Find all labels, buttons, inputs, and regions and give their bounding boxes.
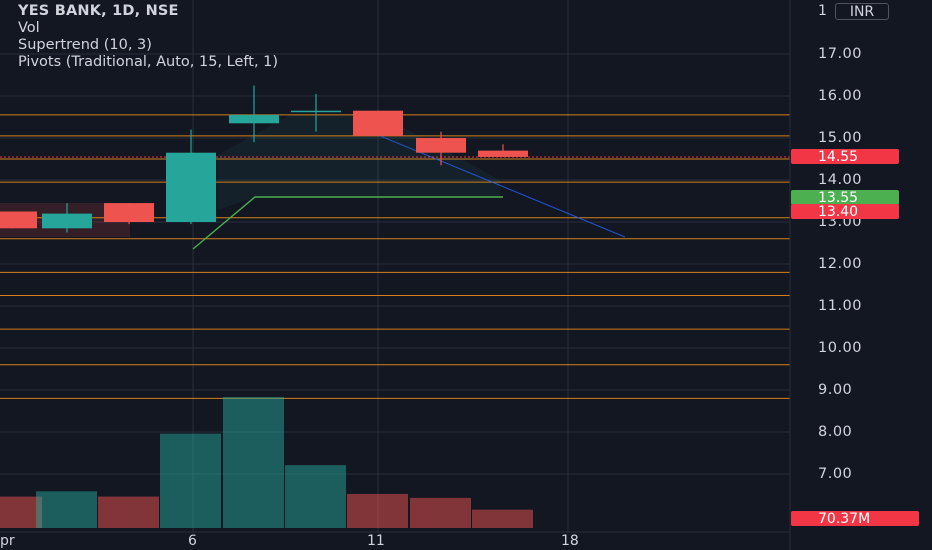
volume-bar <box>472 509 533 528</box>
price-tick: 12.00 <box>818 256 862 272</box>
symbol-title[interactable]: YES BANK, 1D, NSE <box>18 3 179 19</box>
supertrend-line <box>192 196 503 250</box>
legend-pivots[interactable]: Pivots (Traditional, Auto, 15, Left, 1) <box>18 54 279 70</box>
volume-bar <box>160 433 221 528</box>
volume-bar <box>223 397 284 528</box>
price-tick: 11.00 <box>818 298 862 314</box>
time-scale[interactable]: pr 6 11 18 <box>0 533 579 549</box>
date-label: pr <box>0 533 15 549</box>
price-tick: 7.00 <box>818 466 852 482</box>
price-tick: 10.00 <box>818 340 862 356</box>
volume-bar <box>347 493 408 528</box>
candle-body[interactable] <box>478 150 528 157</box>
chart-legend: YES BANK, 1D, NSE Vol Supertrend (10, 3)… <box>18 3 278 71</box>
volume-bars <box>0 397 533 528</box>
candle-body[interactable] <box>416 138 466 153</box>
volume-bar <box>98 496 159 528</box>
price-tick: 14.00 <box>818 172 862 188</box>
volume-bar <box>36 491 97 528</box>
currency-button[interactable]: INR <box>835 3 889 20</box>
candle-body[interactable] <box>291 110 341 113</box>
candle-body[interactable] <box>0 211 37 229</box>
date-label: 6 <box>188 533 197 549</box>
candles <box>0 85 528 233</box>
pivot-badge: 13.40 <box>791 204 899 220</box>
supertrend-fill <box>218 115 500 210</box>
price-tick: 16.00 <box>818 88 862 104</box>
candle-body[interactable] <box>104 203 154 222</box>
svg-text:70.37M: 70.37M <box>818 511 870 527</box>
grid-horizontal <box>0 53 790 475</box>
volume-bar <box>285 465 346 528</box>
last-price-badge: 14.55 <box>791 149 899 165</box>
svg-text:14.55: 14.55 <box>818 149 858 165</box>
svg-text:13.55: 13.55 <box>818 190 858 206</box>
pivot-lines <box>0 114 790 399</box>
volume-bar <box>0 496 42 528</box>
candle-body[interactable] <box>166 152 216 222</box>
currency-prefix: 1 <box>818 3 827 19</box>
date-label: 11 <box>367 533 385 549</box>
date-label: 18 <box>561 533 579 549</box>
candle-body[interactable] <box>353 110 403 136</box>
volume-bar <box>410 497 471 528</box>
candle-body[interactable] <box>229 114 279 124</box>
price-scale[interactable]: 17.00 16.00 15.00 14.00 13.00 12.00 11.0… <box>818 46 862 482</box>
price-tick: 15.00 <box>818 130 862 146</box>
legend-vol[interactable]: Vol <box>18 20 40 36</box>
svg-text:13.40: 13.40 <box>818 204 858 220</box>
volume-badge: 70.37M <box>791 511 919 527</box>
price-tick: 17.00 <box>818 46 862 62</box>
legend-supertrend[interactable]: Supertrend (10, 3) <box>18 37 152 53</box>
supertrend-badge: 13.55 <box>791 190 899 206</box>
candle-body[interactable] <box>42 213 92 229</box>
price-tick: 8.00 <box>818 424 852 440</box>
price-tick: 9.00 <box>818 382 852 398</box>
